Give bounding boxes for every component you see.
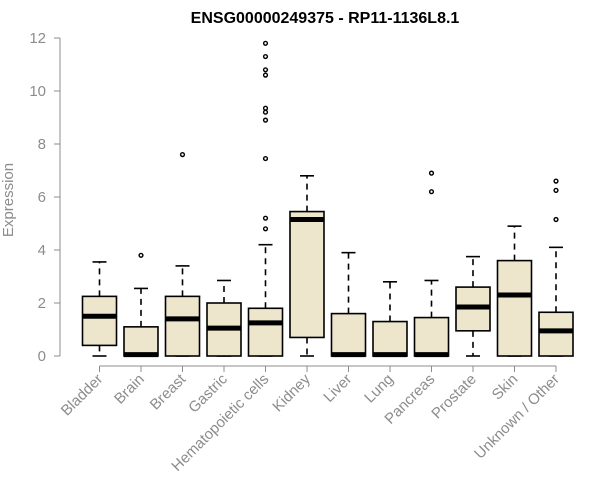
- x-tick-label: Prostate: [428, 371, 480, 423]
- iqr-box: [372, 320, 408, 357]
- box-bladder: [81, 261, 118, 357]
- y-tick-label: 10: [29, 83, 46, 100]
- iqr-box: [289, 210, 325, 339]
- box-unknown-other: [538, 178, 574, 357]
- y-tick-label: 4: [38, 242, 46, 259]
- outlier-point: [428, 189, 435, 195]
- iqr-box: [413, 316, 450, 357]
- y-tick-label: 6: [38, 189, 46, 206]
- box-gastric: [206, 279, 242, 357]
- outlier-point: [179, 152, 186, 158]
- x-tick-label: Kidney: [269, 370, 314, 415]
- box-prostate: [455, 255, 491, 357]
- y-tick-label: 2: [38, 295, 46, 312]
- box-hematopoietic-cells: [247, 40, 284, 357]
- iqr-box: [247, 307, 284, 357]
- outlier-point: [262, 109, 269, 115]
- iqr-box: [496, 259, 533, 357]
- y-tick-label: 8: [38, 136, 46, 153]
- box-breast: [164, 152, 201, 357]
- x-tick-label: Brain: [111, 371, 148, 408]
- iqr-box: [538, 311, 574, 357]
- outlier-point: [138, 252, 144, 258]
- chart-title: ENSG00000249375 - RP11-1136L8.1: [191, 10, 460, 27]
- x-tick-label: Lung: [361, 371, 397, 407]
- outlier-point: [262, 105, 269, 111]
- outlier-point: [262, 155, 269, 162]
- x-tick-label: Breast: [147, 370, 190, 413]
- plot-area: [81, 40, 574, 358]
- x-tick-label: Liver: [320, 371, 355, 406]
- box-pancreas: [413, 170, 450, 358]
- outlier-point: [262, 226, 269, 232]
- box-lung: [372, 280, 408, 358]
- y-tick-label: 12: [29, 30, 46, 47]
- outlier-point: [553, 178, 559, 184]
- box-liver: [330, 251, 367, 358]
- box-skin: [496, 225, 533, 357]
- iqr-box: [81, 295, 118, 347]
- outlier-point: [553, 187, 559, 193]
- outlier-point: [262, 67, 269, 73]
- y-axis-label: Expression: [0, 163, 17, 237]
- outlier-point: [262, 53, 269, 60]
- y-axis: 0 2 4 6 8 10 12: [29, 30, 61, 365]
- outlier-point: [262, 40, 269, 46]
- iqr-box: [330, 312, 367, 357]
- y-tick-label: 0: [38, 348, 46, 365]
- outlier-point: [262, 72, 269, 78]
- outlier-point: [553, 216, 559, 223]
- outlier-point: [262, 215, 269, 221]
- outlier-point: [428, 170, 435, 176]
- x-tick-label: Skin: [489, 371, 522, 404]
- x-tick-label: Bladder: [58, 371, 107, 420]
- iqr-box: [164, 295, 201, 357]
- outlier-point: [262, 117, 269, 123]
- iqr-box: [123, 326, 159, 357]
- box-kidney: [289, 175, 325, 357]
- box-brain: [123, 252, 159, 358]
